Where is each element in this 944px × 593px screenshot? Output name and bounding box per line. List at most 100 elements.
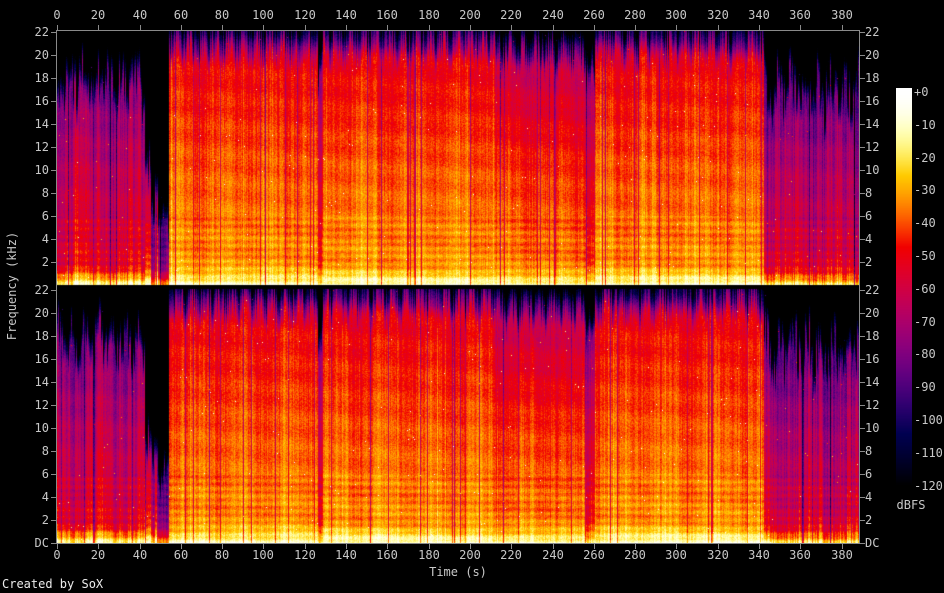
- x-axis-tick: [759, 25, 760, 30]
- y-axis-tick-label: 22: [865, 25, 880, 39]
- x-axis-tick-label: 320: [707, 8, 729, 22]
- x-axis-tick-label: 280: [624, 8, 646, 22]
- y-axis-tick: [51, 474, 57, 475]
- x-axis-tick: [140, 25, 141, 30]
- x-axis-tick-label: 280: [624, 548, 646, 562]
- y-axis-tick-label: 2: [865, 513, 873, 527]
- colorbar-gradient: [896, 88, 912, 486]
- x-axis-tick-label: 160: [376, 8, 398, 22]
- y-axis-tick-label: 2: [865, 255, 873, 269]
- y-axis-tick: [859, 262, 865, 263]
- x-axis-tick-label: 340: [748, 8, 770, 22]
- y-axis-tick-label: 10: [34, 163, 49, 177]
- y-axis-tick-label: 2: [41, 513, 49, 527]
- x-axis-tick-label: 340: [748, 548, 770, 562]
- x-axis-tick-label: 80: [214, 548, 230, 562]
- x-axis-tick-label: 260: [583, 548, 605, 562]
- y-axis-tick: [51, 147, 57, 148]
- y-axis-tick-label: 22: [865, 283, 880, 297]
- x-axis-tick-label: 320: [707, 548, 729, 562]
- colorbar-tick-label: -20: [914, 150, 936, 165]
- y-axis-tick: [51, 170, 57, 171]
- y-axis-tick-label: 10: [865, 421, 880, 435]
- y-axis-tick: [859, 101, 865, 102]
- x-axis-tick: [470, 544, 471, 549]
- y-axis-tick-label: 16: [34, 94, 49, 108]
- y-axis-tick-label: 6: [41, 209, 49, 223]
- x-axis-tick: [387, 544, 388, 549]
- x-axis-tick: [800, 544, 801, 549]
- y-axis-tick: [51, 313, 57, 314]
- y-axis-tick-label: 20: [865, 48, 880, 62]
- y-axis-tick-label: 8: [41, 186, 49, 200]
- y-axis-tick-label: 22: [34, 25, 49, 39]
- created-by-sox-label: Created by SoX: [2, 577, 104, 591]
- y-axis-tick: [51, 262, 57, 263]
- y-axis-tick: [859, 474, 865, 475]
- y-axis-tick-label: 20: [34, 306, 49, 320]
- x-axis-tick: [263, 544, 264, 549]
- y-axis-tick-label: 10: [865, 163, 880, 177]
- y-axis-tick: [859, 55, 865, 56]
- y-axis-tick: [51, 101, 57, 102]
- x-axis-tick-label: 60: [173, 548, 189, 562]
- x-axis-tick: [429, 25, 430, 30]
- x-axis-tick-label: 200: [459, 8, 481, 22]
- x-axis-tick: [800, 25, 801, 30]
- y-axis-tick: [859, 124, 865, 125]
- y-axis-tick-label: 18: [34, 71, 49, 85]
- colorbar-tick-label: -10: [914, 117, 936, 132]
- y-axis-tick-label: 12: [34, 398, 49, 412]
- y-axis-tick-label: 18: [34, 329, 49, 343]
- x-axis-tick: [181, 544, 182, 549]
- y-axis-tick-label: 20: [865, 306, 880, 320]
- y-axis-tick: [51, 543, 57, 544]
- x-axis-tick: [57, 25, 58, 30]
- y-axis-tick-label: 16: [865, 94, 880, 108]
- spectrogram-panel-left-channel: [57, 31, 859, 285]
- y-axis-tick: [859, 497, 865, 498]
- x-axis-tick: [594, 544, 595, 549]
- x-axis-tick: [222, 544, 223, 549]
- y-axis-tick: [859, 336, 865, 337]
- y-axis-tick: [51, 359, 57, 360]
- y-axis-dc-label: DC: [865, 536, 880, 550]
- y-axis-tick: [51, 78, 57, 79]
- x-axis-tick-label: 260: [583, 8, 605, 22]
- y-axis-tick-label: 20: [34, 48, 49, 62]
- x-axis-tick: [842, 25, 843, 30]
- y-axis-tick: [51, 520, 57, 521]
- x-axis-tick-label: 0: [53, 8, 61, 22]
- y-axis-tick-label: 4: [865, 490, 873, 504]
- x-axis-tick-label: 100: [252, 8, 274, 22]
- y-axis-tick-label: 16: [865, 352, 880, 366]
- x-axis-tick-label: 180: [418, 8, 440, 22]
- y-axis-tick: [859, 451, 865, 452]
- x-axis-tick: [553, 25, 554, 30]
- y-axis-tick-label: 8: [865, 444, 873, 458]
- colorbar-tick-label: -100: [914, 413, 943, 427]
- y-axis-tick-label: 14: [34, 117, 49, 131]
- x-axis-tick: [759, 544, 760, 549]
- x-axis-tick: [222, 25, 223, 30]
- y-axis-tick: [51, 216, 57, 217]
- y-axis-tick-label: 16: [34, 352, 49, 366]
- y-axis-tick: [859, 32, 865, 33]
- x-axis-tick-label: 20: [90, 8, 106, 22]
- x-axis-tick-label: 240: [542, 548, 564, 562]
- colorbar-tick-label: -60: [914, 281, 936, 296]
- x-axis-tick: [57, 544, 58, 549]
- y-axis-tick: [859, 193, 865, 194]
- x-axis-tick-label: 360: [789, 548, 811, 562]
- x-axis-tick: [470, 25, 471, 30]
- plot-frame-left: [56, 30, 57, 544]
- x-axis-tick-label: 40: [132, 8, 148, 22]
- y-axis-tick: [859, 405, 865, 406]
- y-axis-tick: [859, 520, 865, 521]
- x-axis-tick: [429, 544, 430, 549]
- x-axis-tick-label: 360: [789, 8, 811, 22]
- x-axis-tick: [263, 25, 264, 30]
- x-axis-tick-label: 180: [418, 548, 440, 562]
- x-axis-tick: [511, 544, 512, 549]
